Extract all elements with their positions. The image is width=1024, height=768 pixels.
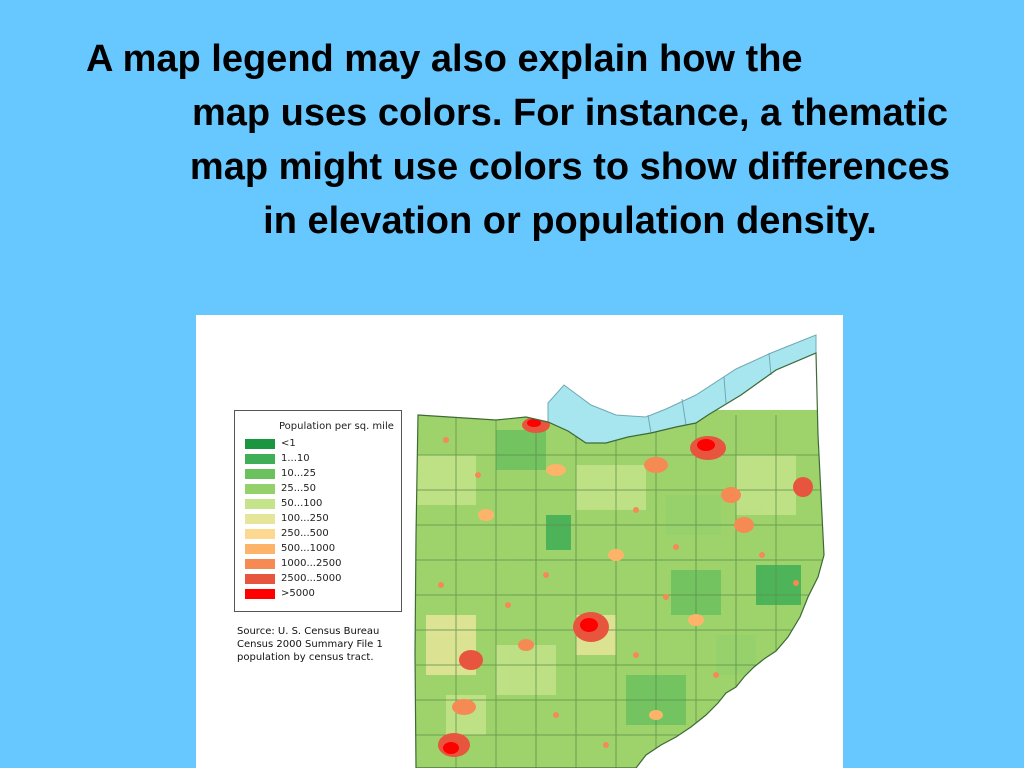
legend-label: 1000...2500 (281, 558, 342, 569)
legend-label: 2500...5000 (281, 573, 342, 584)
legend-swatch (245, 498, 275, 509)
legend-swatch (245, 483, 275, 494)
legend-swatch (245, 588, 275, 599)
source-line-2: Census 2000 Summary File 1 (237, 639, 383, 650)
map-legend: Population per sq. mile <1 1...10 10...25 2… (234, 410, 402, 612)
legend-label: 1...10 (281, 453, 310, 464)
map-graphic (414, 334, 825, 768)
legend-label: 10...25 (281, 468, 316, 479)
heading-line-1: A map legend may also explain how the (86, 38, 803, 80)
legend-label: >5000 (281, 588, 315, 599)
ohio-population-map: Population per sq. mile <1 1...10 10...25 2… (196, 315, 843, 768)
legend-item: 100...250 (245, 511, 341, 526)
legend-swatch (245, 438, 275, 449)
source-line-3: population by census tract. (237, 652, 374, 663)
legend-item: 25...50 (245, 481, 341, 496)
legend-item: >5000 (245, 586, 341, 601)
legend-item: 1000...2500 (245, 556, 341, 571)
legend-item: 1...10 (245, 451, 341, 466)
legend-label: 50...100 (281, 498, 323, 509)
legend-label: 100...250 (281, 513, 329, 524)
legend-item: <1 (245, 436, 341, 451)
legend-item: 2500...5000 (245, 571, 341, 586)
legend-item: 250...500 (245, 526, 341, 541)
legend-item: 10...25 (245, 466, 341, 481)
legend-swatch (245, 528, 275, 539)
ohio-outline (414, 352, 825, 768)
legend-swatch (245, 558, 275, 569)
legend-items: <1 1...10 10...25 25...50 50...100 100...250 2… (245, 436, 341, 601)
source-line-1: Source: U. S. Census Bureau (237, 626, 380, 637)
legend-swatch (245, 543, 275, 554)
slide-heading: A map legend may also explain how the ma… (70, 32, 960, 248)
legend-label: 500...1000 (281, 543, 336, 554)
legend-swatch (245, 453, 275, 464)
legend-item: 50...100 (245, 496, 341, 511)
heading-rest: map uses colors. For instance, a themati… (189, 92, 951, 242)
legend-swatch (245, 573, 275, 584)
legend-swatch (245, 468, 275, 479)
legend-title: Population per sq. mile (279, 421, 394, 432)
legend-item: 500...1000 (245, 541, 341, 556)
legend-swatch (245, 513, 275, 524)
legend-label: 25...50 (281, 483, 316, 494)
legend-label: <1 (281, 438, 296, 449)
map-source: Source: U. S. Census Bureau Census 2000 … (237, 625, 407, 664)
legend-label: 250...500 (281, 528, 329, 539)
